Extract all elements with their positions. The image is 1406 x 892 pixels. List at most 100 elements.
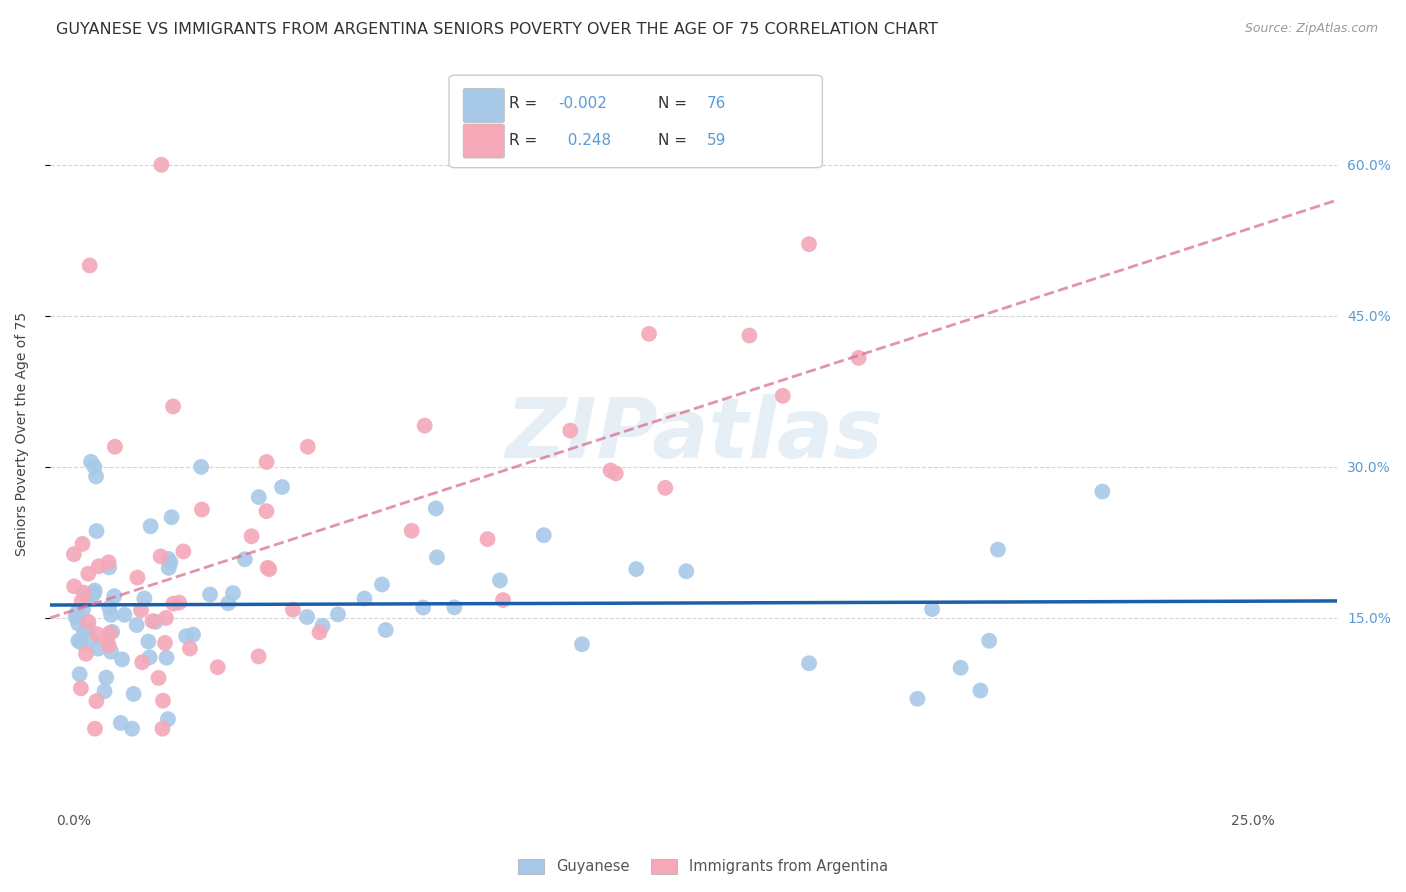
Point [98, 625, 121, 640]
Point [77, 615, 100, 629]
Point [256, 561, 278, 575]
Text: 0.248: 0.248 [558, 133, 612, 148]
Point [638, 326, 661, 341]
Point [217, 596, 239, 610]
Point [157, 552, 180, 566]
Point [98, 560, 121, 574]
Point [477, 532, 499, 546]
Point [738, 328, 761, 343]
Point [69, 667, 91, 681]
Point [256, 455, 278, 469]
Point [63, 579, 86, 593]
Text: ZIPatlas: ZIPatlas [505, 393, 883, 475]
Point [198, 588, 221, 602]
Point [412, 600, 434, 615]
Text: R =: R = [509, 133, 543, 148]
Point [84, 722, 107, 736]
Point [979, 633, 1001, 648]
Point [797, 657, 820, 671]
Point [152, 694, 174, 708]
Point [76, 590, 98, 604]
Point [257, 562, 280, 576]
Point [134, 591, 156, 606]
Point [489, 574, 512, 588]
Point [949, 661, 972, 675]
Point [83, 586, 105, 600]
Point [149, 549, 172, 564]
Point [425, 501, 447, 516]
Point [96, 633, 118, 648]
Point [83, 459, 105, 474]
Text: R =: R = [509, 95, 543, 111]
Point [125, 618, 148, 632]
Point [82, 588, 104, 602]
Point [70, 681, 93, 696]
Point [73, 624, 96, 638]
Point [181, 627, 204, 641]
Text: 76: 76 [706, 95, 725, 111]
Point [247, 649, 270, 664]
Point [100, 645, 122, 659]
Point [131, 655, 153, 669]
Point [100, 607, 122, 622]
Point [772, 389, 794, 403]
Point [111, 652, 134, 666]
Point [87, 641, 110, 656]
Point [172, 544, 194, 558]
Point [160, 510, 183, 524]
Point [98, 600, 121, 615]
Point [122, 687, 145, 701]
Point [77, 623, 100, 637]
Point [145, 615, 167, 629]
Point [70, 594, 93, 608]
Point [848, 351, 870, 365]
Point [150, 158, 173, 172]
Point [295, 610, 318, 624]
Point [153, 636, 176, 650]
Point [80, 455, 103, 469]
Point [353, 591, 375, 606]
Point [191, 502, 214, 516]
Point [75, 647, 97, 661]
Point [67, 633, 90, 648]
Point [308, 625, 330, 640]
Point [605, 467, 627, 481]
Point [86, 627, 108, 641]
FancyBboxPatch shape [463, 88, 505, 122]
Text: 59: 59 [706, 133, 725, 148]
Point [222, 586, 245, 600]
Point [190, 459, 212, 474]
Point [326, 607, 349, 622]
Point [167, 596, 190, 610]
Point [80, 632, 103, 647]
Point [101, 624, 124, 639]
Point [443, 600, 465, 615]
Point [138, 634, 160, 648]
Point [560, 424, 582, 438]
Point [256, 504, 278, 518]
Point [907, 691, 929, 706]
Point [129, 603, 152, 617]
Point [114, 607, 136, 622]
Text: N =: N = [658, 133, 692, 148]
Point [97, 639, 120, 653]
Point [138, 650, 160, 665]
Point [83, 583, 105, 598]
Point [401, 524, 423, 538]
Point [987, 542, 1010, 557]
Point [155, 650, 177, 665]
Point [157, 561, 180, 575]
Point [148, 671, 170, 685]
Point [654, 481, 676, 495]
Point [156, 712, 179, 726]
Point [66, 606, 89, 620]
Point [72, 585, 94, 599]
Point [492, 593, 515, 607]
Point [69, 635, 91, 649]
Point [413, 418, 436, 433]
Point [207, 660, 229, 674]
Point [155, 611, 177, 625]
FancyBboxPatch shape [463, 124, 505, 158]
Point [281, 603, 304, 617]
Point [65, 610, 87, 624]
